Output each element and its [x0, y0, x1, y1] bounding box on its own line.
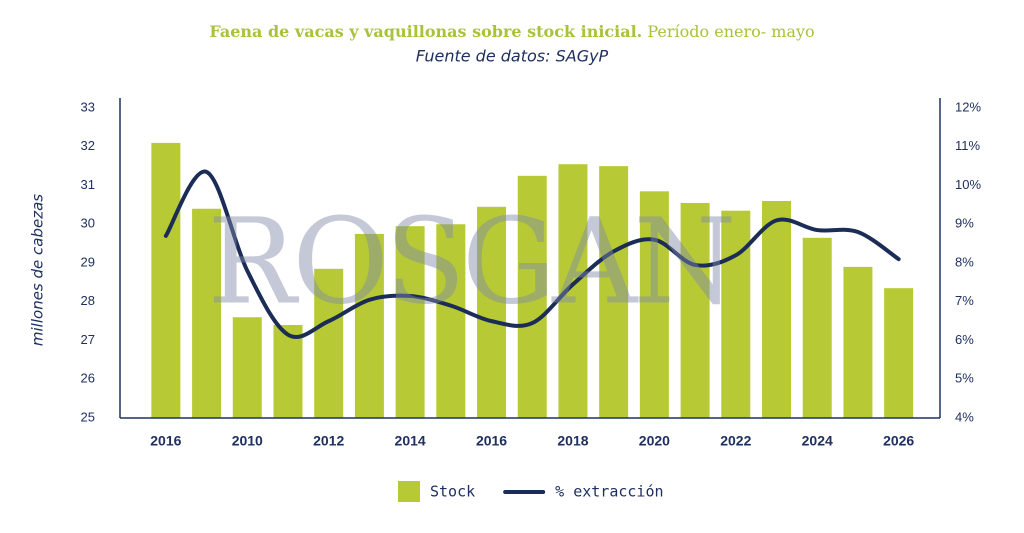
plot: 25 26 27 28 29 30 31 32 33 4% 5% 6% 7% 8% 9% 10% 11% 12% 2…: [81, 98, 981, 449]
y-tick-label: 33: [81, 99, 95, 114]
y-tick-label: 30: [81, 216, 95, 231]
y-tick-label: 31: [81, 177, 95, 192]
y-tick-label: 27: [81, 332, 95, 347]
bar: [232, 317, 262, 418]
bar: [314, 268, 344, 418]
x-tick-label: 2014: [395, 433, 426, 449]
bar: [477, 206, 507, 418]
y-tick-label: 32: [81, 138, 95, 153]
y2-tick-label: 4%: [955, 409, 974, 424]
x-tick-label: 2020: [639, 433, 670, 449]
legend-label: % extracción: [555, 483, 663, 501]
watermark: ROSGAN: [207, 193, 732, 331]
y-tick-label: 26: [81, 371, 95, 386]
x-tick-label: 2016: [476, 433, 507, 449]
y2-tick-label: 5%: [955, 371, 974, 386]
bar: [192, 208, 222, 418]
bar: [151, 142, 181, 418]
x-tick-label: 2024: [802, 433, 833, 449]
legend-swatch: [398, 481, 420, 502]
x-tick-label: 2026: [883, 433, 914, 449]
bar: [884, 288, 914, 418]
y2-tick-label: 8%: [955, 254, 974, 269]
bar: [558, 164, 588, 418]
title-rest: Período enero- mayo: [647, 22, 814, 41]
bar: [680, 202, 710, 418]
y-tick-label: 29: [81, 254, 95, 269]
line: [163, 169, 901, 339]
y2-tick-label: 6%: [955, 332, 974, 347]
x-tick-label: 2018: [557, 433, 588, 449]
bar: [395, 226, 425, 418]
y-tick-label: 25: [81, 409, 95, 424]
bar: [802, 237, 832, 418]
bar: [517, 175, 547, 418]
title-bold: Faena de vacas y vaquillonas sobre stock…: [209, 22, 642, 41]
legend-label: Stock: [430, 483, 475, 501]
chart-title: Faena de vacas y vaquillonas sobre stock…: [209, 22, 814, 41]
y-axis-label: millones de cabezas: [29, 194, 47, 346]
bar: [273, 325, 303, 418]
x-tick-label: 2022: [720, 433, 751, 449]
x-tick-label: 2010: [232, 433, 263, 449]
bar: [599, 166, 629, 418]
bar: [843, 266, 873, 418]
y2-tick-label: 11%: [955, 138, 980, 153]
legend: Stock % extracción: [398, 481, 664, 502]
x-tick-label: 2012: [313, 433, 344, 449]
y-tick-label: 28: [81, 293, 95, 308]
y2-tick-label: 7%: [955, 293, 974, 308]
x-tick-label: 2016: [150, 433, 181, 449]
bar: [354, 233, 384, 418]
y2-tick-label: 9%: [955, 216, 974, 231]
bar: [762, 201, 792, 418]
bar: [639, 191, 669, 418]
y2-tick-label: 10%: [955, 177, 981, 192]
bar: [436, 224, 466, 418]
y2-tick-label: 12%: [955, 99, 981, 114]
subtitle: Fuente de datos: SAGyP: [416, 47, 609, 66]
